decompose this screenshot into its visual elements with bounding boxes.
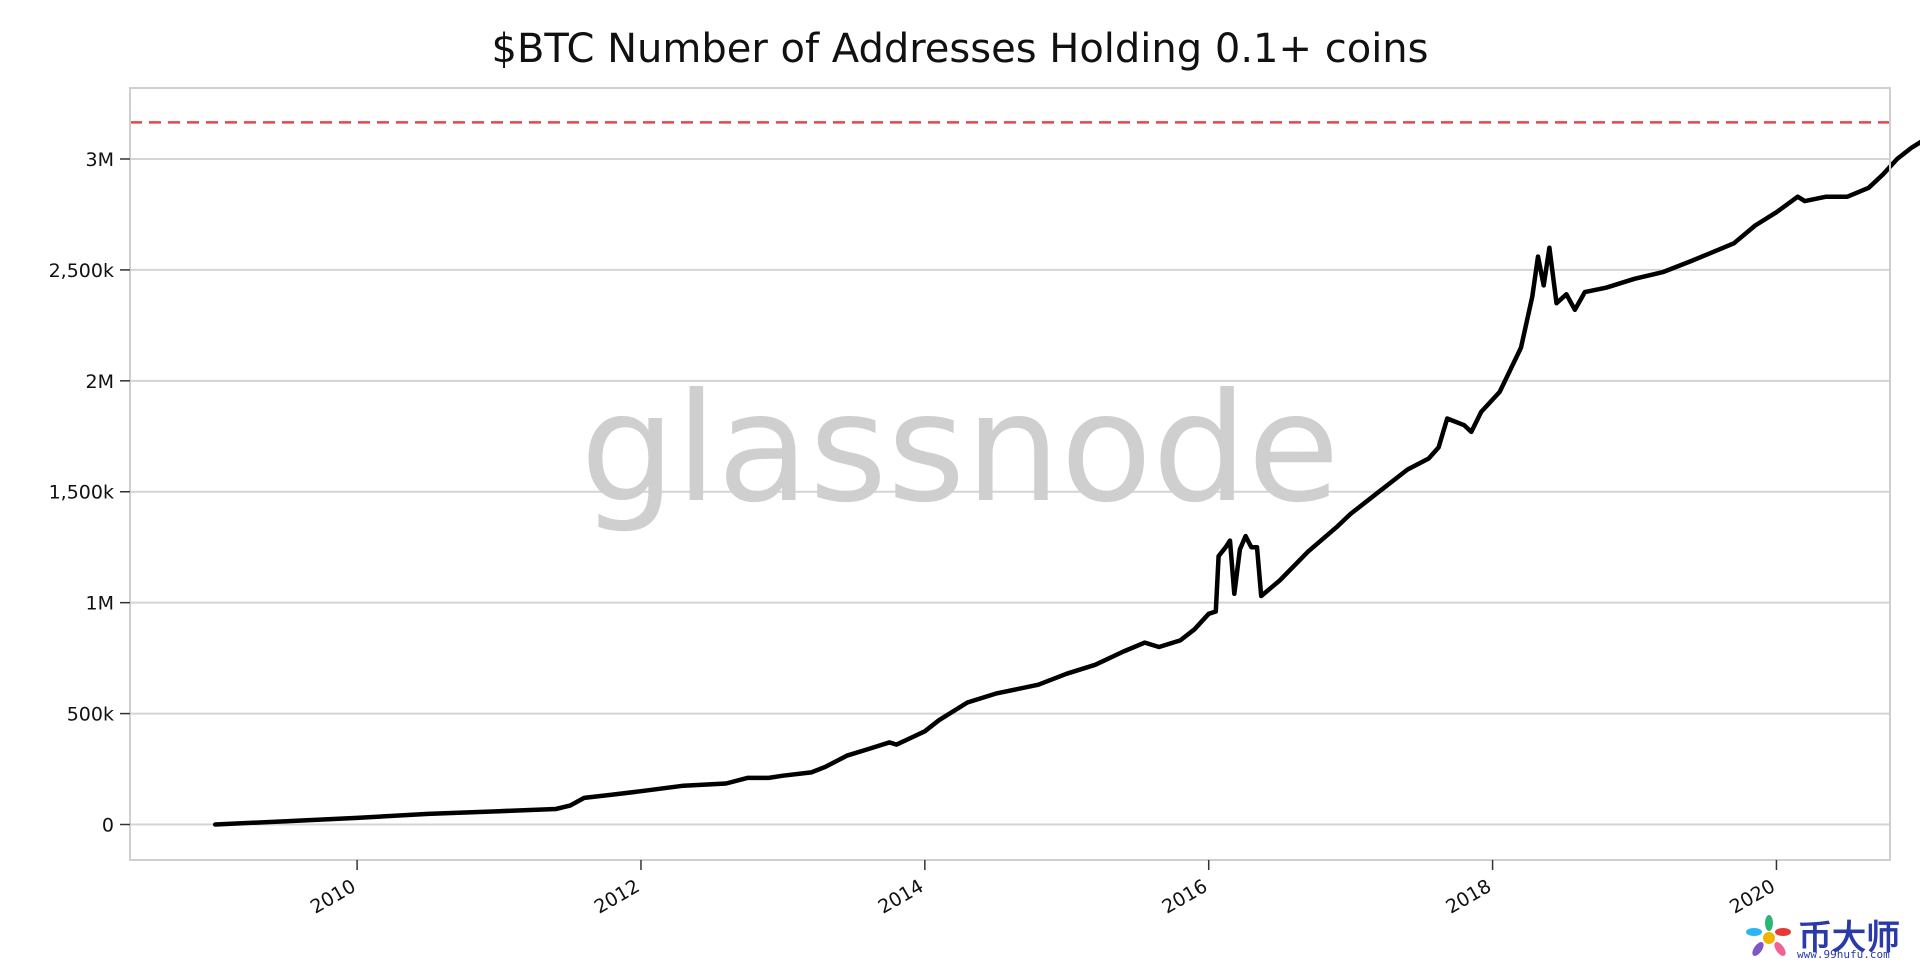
y-tick-label-2: 1M <box>86 593 114 615</box>
x-tick-label-0: 2010 <box>307 875 360 918</box>
y-tick-label-1: 500k <box>67 704 114 726</box>
series-line-0 <box>212 139 1920 827</box>
y-tick-label-5: 2,500k <box>49 260 114 282</box>
y-tick-label-0: 0 <box>102 815 114 837</box>
y-axis-ticks: 0 500k 1M 1,500k 2M 2,500k 3M <box>49 149 130 837</box>
x-tick-label-3: 2016 <box>1158 875 1211 918</box>
x-tick-label-4: 2018 <box>1442 875 1495 918</box>
y-tick-label-6: 3M <box>86 149 114 171</box>
x-axis-ticks: 2010 2012 2014 2016 2018 2020 <box>307 860 1779 919</box>
x-tick-label-1: 2012 <box>591 875 644 918</box>
flower-logo-icon <box>1746 915 1791 956</box>
y-tick-label-4: 2M <box>86 371 114 393</box>
plot-frame <box>129 87 1891 861</box>
series-group <box>212 139 1920 827</box>
y-tick-label-3: 1,500k <box>49 482 114 504</box>
brand-url: www.99hufu.com <box>1797 948 1890 961</box>
gridlines <box>130 157 1890 826</box>
brand-name: 币大师 <box>1798 918 1900 958</box>
x-tick-label-2: 2014 <box>874 875 927 918</box>
watermark-text: glassnode <box>580 362 1339 536</box>
chart-title: $BTC Number of Addresses Holding 0.1+ co… <box>491 26 1429 72</box>
brand-logo: 币大师 www.99hufu.com <box>1740 912 1900 964</box>
